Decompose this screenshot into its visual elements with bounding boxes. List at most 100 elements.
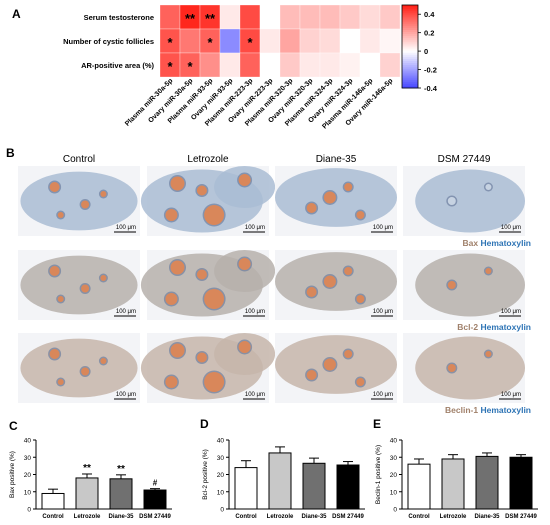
tissue-section bbox=[415, 336, 525, 400]
scale-bar-label: 100 μm bbox=[501, 309, 521, 315]
scale-bar-label: 100 μm bbox=[373, 225, 393, 231]
colorbar-segment bbox=[402, 54, 418, 58]
colorbar-tick-label: 0.4 bbox=[424, 10, 435, 19]
follicle bbox=[485, 351, 492, 357]
follicle bbox=[204, 205, 225, 225]
colorbar-segment bbox=[402, 7, 418, 10]
panel-label-b: B bbox=[6, 146, 15, 160]
histology-image: 100 μm bbox=[18, 250, 140, 320]
significance-marker: * bbox=[167, 35, 173, 50]
follicle bbox=[165, 209, 178, 221]
follicle bbox=[323, 358, 336, 371]
bar bbox=[143, 489, 167, 510]
histology-column-title: Letrozole bbox=[187, 154, 229, 165]
tissue-section bbox=[415, 253, 525, 317]
colorbar-segment bbox=[402, 42, 418, 45]
y-axis-label: Bcl-2 positive (%) bbox=[202, 449, 209, 500]
y-tick-label: 30 bbox=[390, 455, 398, 462]
heatmap-cell bbox=[259, 4, 281, 30]
colorbar-segment bbox=[402, 27, 418, 31]
y-tick-label: 40 bbox=[390, 438, 398, 445]
colorbar-segment bbox=[402, 75, 418, 79]
y-tick-label: 10 bbox=[390, 489, 398, 496]
histology-column-title: Control bbox=[63, 154, 95, 165]
bar bbox=[109, 478, 133, 510]
follicle bbox=[323, 275, 336, 288]
heatmap-cell bbox=[239, 4, 261, 30]
histology-image: 100 μm bbox=[403, 333, 525, 403]
x-tick-label: DSM 27449 bbox=[505, 514, 537, 520]
bar bbox=[75, 477, 99, 510]
colorbar-segment bbox=[402, 17, 418, 21]
scale-bar-label: 100 μm bbox=[501, 225, 521, 231]
x-tick-label: Control bbox=[408, 514, 430, 520]
panel-label-d: D bbox=[200, 417, 209, 431]
y-tick-label: 40 bbox=[217, 438, 225, 445]
follicle bbox=[49, 182, 60, 192]
heatmap-cell bbox=[279, 28, 301, 54]
heatmap-cell bbox=[339, 28, 361, 54]
heatmap-cell bbox=[319, 52, 341, 78]
significance-marker: * bbox=[187, 59, 193, 74]
colorbar-segment bbox=[402, 38, 418, 41]
follicle bbox=[344, 267, 353, 275]
panel-label-e: E bbox=[373, 417, 381, 431]
colorbar-segment bbox=[402, 34, 418, 37]
histology-image: 100 μm bbox=[140, 250, 276, 320]
heatmap-cell bbox=[379, 52, 401, 78]
follicle bbox=[485, 268, 492, 274]
heatmap-cell bbox=[319, 4, 341, 30]
follicle bbox=[356, 295, 365, 303]
x-tick-label: Control bbox=[42, 514, 64, 520]
stain-name: Beclin-1 bbox=[445, 405, 480, 415]
heatmap-cell bbox=[219, 4, 241, 30]
heatmap-cell bbox=[379, 28, 401, 54]
histology-image: 100 μm bbox=[275, 333, 397, 403]
tissue-section bbox=[415, 169, 525, 233]
follicle bbox=[196, 269, 207, 280]
tissue-section bbox=[20, 338, 138, 398]
scale-bar-label: 100 μm bbox=[373, 309, 393, 315]
follicle bbox=[204, 289, 225, 309]
x-tick-label: Diane-35 bbox=[301, 514, 327, 520]
colorbar-segment bbox=[402, 19, 418, 23]
scale-bar-label: 100 μm bbox=[116, 225, 136, 231]
follicle bbox=[170, 260, 185, 275]
colorbar-segment bbox=[402, 79, 418, 83]
histology-panel: Control Letrozole Diane-35 DSM 27449 100 μm 1… bbox=[18, 154, 531, 415]
heatmap-cell bbox=[359, 4, 381, 30]
colorbar-segment bbox=[402, 56, 418, 60]
histology-image: 100 μm bbox=[275, 166, 397, 236]
scale-bar-label: 100 μm bbox=[501, 392, 521, 398]
follicle bbox=[170, 176, 185, 191]
bar-chart-d: 0 10 20 30 40 Bcl-2 positive (%) Control Letroz… bbox=[202, 438, 365, 520]
bar-chart-e: 0 10 20 30 40 Beclin-1 positive (%) Control Let… bbox=[375, 438, 538, 520]
y-tick-label: 20 bbox=[390, 472, 398, 479]
follicle bbox=[306, 287, 317, 297]
heatmap-cell bbox=[299, 28, 321, 54]
x-tick-label: DSM 27449 bbox=[139, 514, 171, 520]
x-tick-label: DSM 27449 bbox=[332, 514, 364, 520]
bar bbox=[441, 458, 465, 510]
follicle bbox=[447, 281, 456, 289]
y-tick-label: 20 bbox=[217, 472, 225, 479]
follicle bbox=[49, 266, 60, 276]
colorbar-segment bbox=[402, 85, 418, 89]
counterstain-name: Hematoxylin bbox=[480, 238, 531, 248]
histology-column-title: DSM 27449 bbox=[438, 154, 491, 165]
significance-marker: ** bbox=[185, 11, 196, 26]
histology-image: 100 μm bbox=[403, 250, 525, 320]
heatmap-cell bbox=[259, 28, 281, 54]
follicle bbox=[238, 341, 251, 353]
histology-image: 100 μm bbox=[275, 250, 397, 320]
significance-marker: * bbox=[167, 59, 173, 74]
follicle bbox=[238, 174, 251, 186]
follicle bbox=[344, 350, 353, 358]
colorbar-segment bbox=[402, 83, 418, 87]
colorbar-segment bbox=[402, 5, 418, 8]
panel-label-a: A bbox=[12, 7, 21, 21]
histology-image: 100 μm bbox=[18, 166, 140, 236]
stain-name: Bcl-2 bbox=[457, 322, 480, 332]
colorbar-segment bbox=[402, 63, 418, 66]
